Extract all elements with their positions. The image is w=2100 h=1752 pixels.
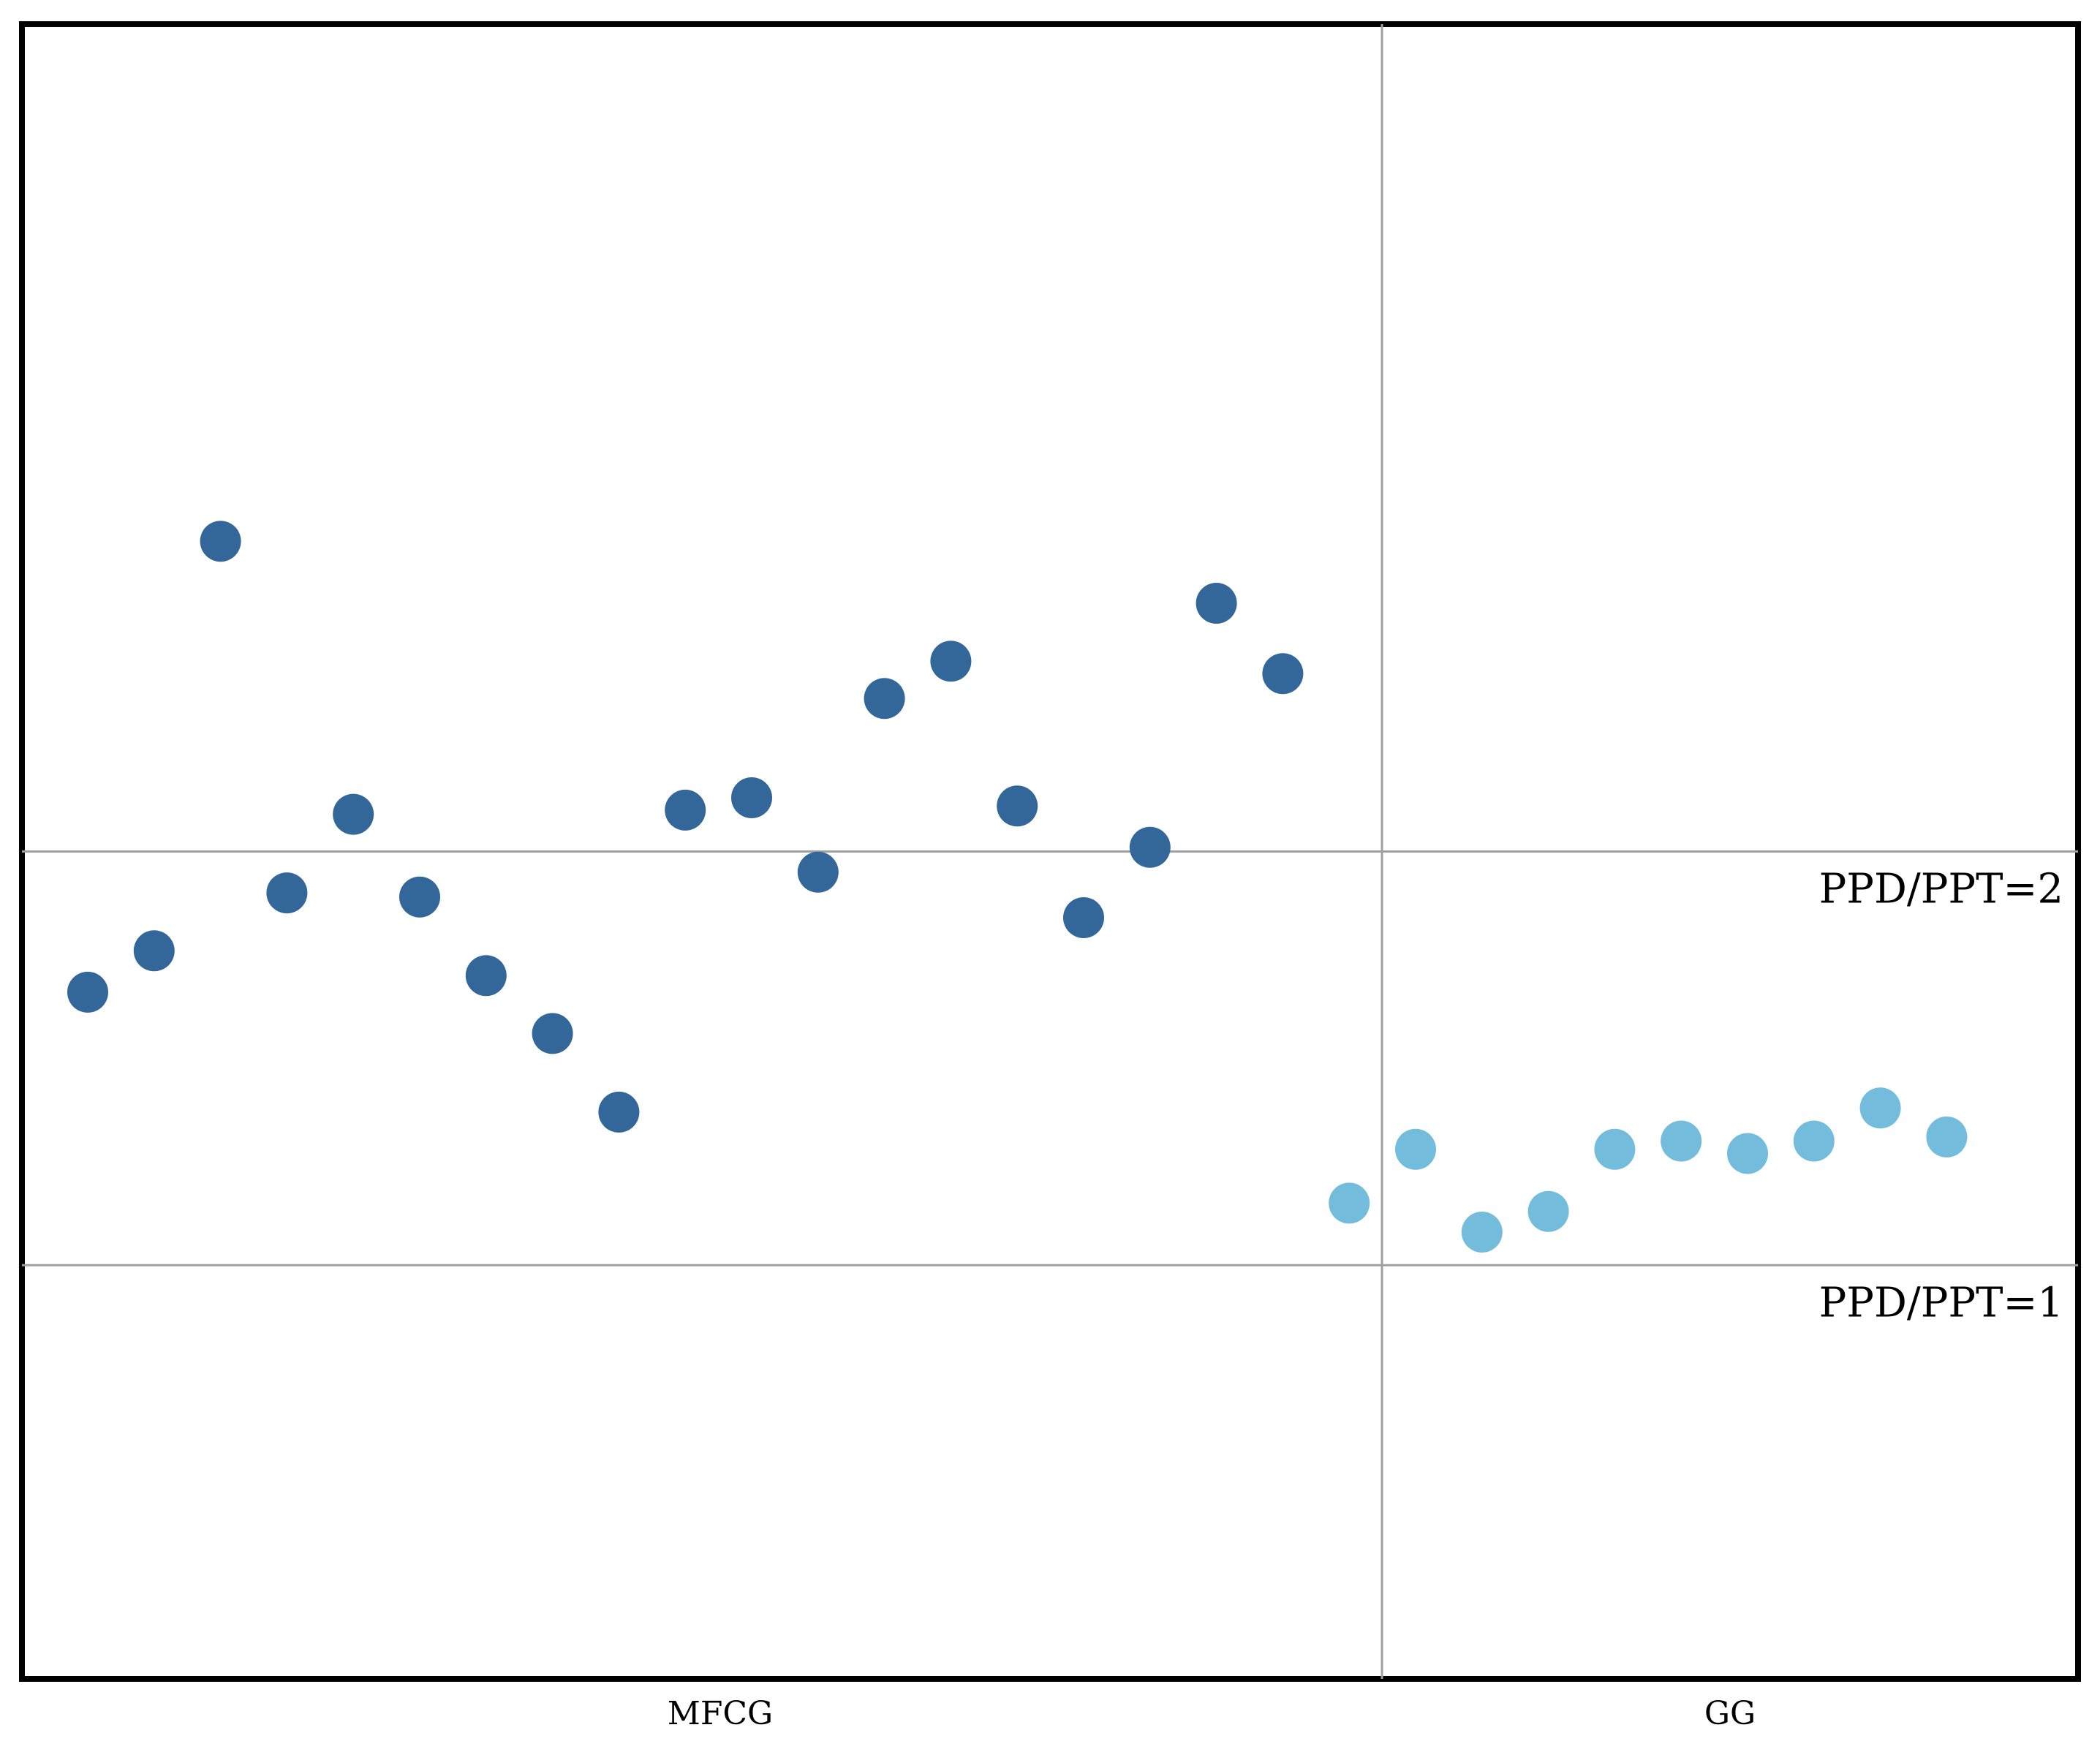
point-mfcg-9 (665, 789, 706, 831)
point-mfcg-2 (200, 521, 241, 562)
point-mfcg-12 (864, 678, 905, 720)
point-gg-3 (1527, 1190, 1569, 1232)
point-gg-1 (1395, 1128, 1436, 1170)
group-labels: MFCG GG (668, 1695, 1756, 1732)
reference-label-0: PPD/PPT=2 (1819, 866, 2063, 913)
point-mfcg-11 (797, 851, 839, 893)
point-mfcg-8 (598, 1091, 640, 1133)
point-gg-6 (1727, 1133, 1768, 1174)
point-gg-2 (1461, 1212, 1503, 1253)
point-mfcg-15 (1063, 897, 1104, 938)
point-mfcg-3 (266, 872, 308, 914)
point-gg-9 (1926, 1116, 1968, 1158)
group-label-mfcg: MFCG (668, 1695, 773, 1732)
point-mfcg-10 (731, 777, 772, 818)
point-gg-4 (1594, 1128, 1636, 1170)
point-mfcg-5 (399, 876, 440, 918)
point-mfcg-0 (67, 971, 108, 1013)
point-mfcg-16 (1129, 826, 1171, 868)
point-gg-7 (1793, 1120, 1835, 1162)
group-label-gg: GG (1704, 1695, 1756, 1732)
point-mfcg-7 (532, 1013, 573, 1054)
reference-lines: PPD/PPT=2 PPD/PPT=1 (22, 850, 2078, 1326)
point-mfcg-4 (333, 793, 374, 835)
point-gg-8 (1859, 1087, 1901, 1129)
point-mfcg-1 (133, 930, 175, 972)
point-mfcg-14 (997, 785, 1038, 827)
reference-label-1: PPD/PPT=1 (1819, 1279, 2063, 1326)
point-gg-5 (1661, 1120, 1702, 1162)
point-gg-0 (1329, 1182, 1370, 1224)
point-mfcg-18 (1262, 653, 1304, 695)
point-mfcg-6 (465, 955, 507, 997)
point-mfcg-17 (1196, 583, 1237, 624)
point-mfcg-13 (930, 641, 972, 682)
data-points (67, 521, 1968, 1253)
